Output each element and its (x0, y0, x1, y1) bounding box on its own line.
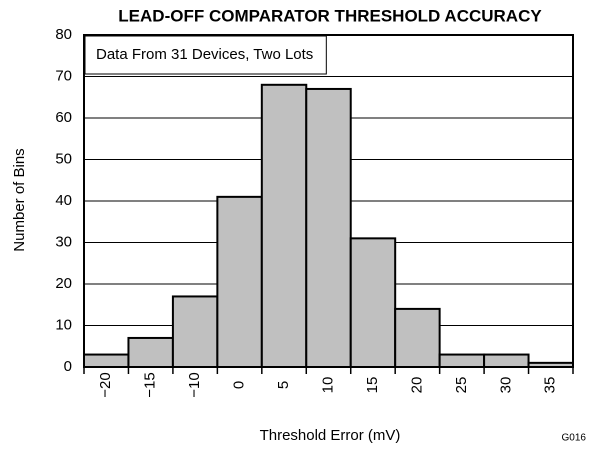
footnote: G016 (562, 433, 587, 444)
x-tick-label: 5 (275, 381, 292, 389)
x-tick-label: 0 (231, 381, 248, 389)
x-tick-label: −15 (142, 372, 159, 397)
bar (349, 237, 397, 368)
y-tick-label: 50 (55, 150, 72, 167)
bar (83, 353, 130, 368)
bar (171, 295, 219, 369)
bar (260, 83, 308, 369)
bar (394, 307, 441, 368)
x-tick-label: 30 (497, 377, 514, 394)
annotation-box (84, 35, 327, 75)
chart-title: LEAD-OFF COMPARATOR THRESHOLD ACCURACY (118, 6, 542, 25)
y-tick-label: 80 (55, 26, 72, 43)
y-tick-label: 40 (55, 192, 72, 209)
x-tick-label: 20 (408, 377, 425, 394)
y-tick-label: 10 (55, 316, 72, 333)
y-tick-label: 20 (55, 275, 72, 292)
y-axis-label: Number of Bins (11, 148, 28, 251)
x-tick-label: 10 (319, 377, 336, 394)
bar (305, 87, 352, 368)
bar (483, 353, 530, 368)
y-tick-label: 70 (55, 67, 72, 84)
x-tick-label: 15 (364, 377, 381, 394)
x-tick-label: −20 (97, 372, 114, 397)
x-tick-label: 35 (542, 377, 559, 394)
annotation: Data From 31 Devices, Two Lots (96, 46, 313, 63)
bar (127, 336, 174, 369)
y-tick-label: 0 (64, 358, 72, 375)
y-tick-label: 60 (55, 109, 72, 126)
x-tick-label: 25 (453, 377, 470, 394)
y-tick-label: 30 (55, 233, 72, 250)
plot-frame (83, 34, 574, 368)
bar (216, 195, 263, 368)
x-tick-label: −10 (186, 372, 203, 397)
bar (438, 353, 486, 368)
x-axis-label: Threshold Error (mV) (260, 427, 401, 444)
